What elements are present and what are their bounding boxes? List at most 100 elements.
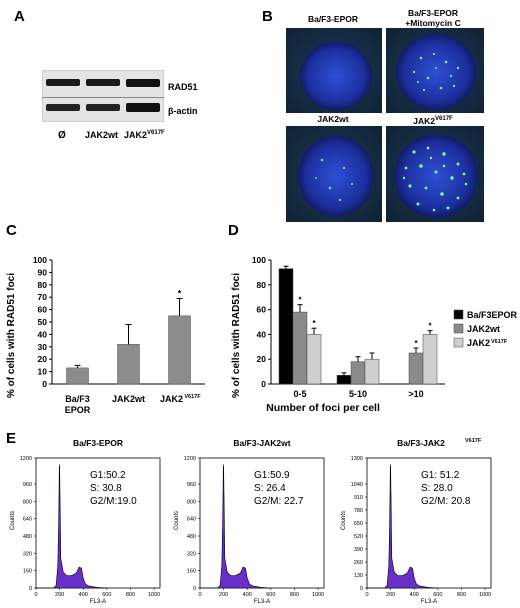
chart-e: Ba/F3-EPOR 0 160 320 480 640 800 960 1200 0 200 400… [10, 438, 492, 605]
chart-c-ytick-label: 50 [38, 317, 48, 327]
micrograph-epor [286, 28, 382, 113]
histogram-xtick-label: 0 [34, 592, 37, 598]
histogram-title-sup: V617F [465, 438, 482, 444]
histogram-title: Ba/F3-EPOR [73, 438, 123, 448]
histogram-xtick-label: 0 [365, 592, 368, 598]
histogram-ylabel: Counts [174, 511, 180, 530]
histogram-xlabel: FL3-A [421, 599, 437, 605]
micrograph-jak2wt [286, 126, 382, 222]
histogram-ytick-label: 130 [354, 573, 363, 579]
chart-d-legend-sup: V617F [491, 339, 508, 345]
chart-d-legend-swatch [453, 309, 464, 320]
lane-label-jak2v617f-sup: V617F [147, 130, 165, 136]
chart-d-bar [292, 311, 308, 385]
micrograph-title-2-line1: Ba/F3-EPOR [407, 8, 459, 18]
chart-d-xtick-label: 5-10 [349, 389, 367, 399]
lane-label-empty: Ø [58, 130, 66, 141]
micrograph-epor-mitomycin [386, 28, 484, 113]
lane-label-jak2v617f-text: JAK2 [124, 130, 148, 140]
histogram-ytick-label: 320 [23, 551, 32, 557]
histogram-ytick-label: 520 [354, 534, 363, 540]
histogram-ytick-label: 260 [354, 560, 363, 566]
histogram-ytick-label: 390 [354, 547, 363, 553]
histogram-xlabel: FL3-A [90, 599, 106, 605]
histogram-xtick-label: 800 [290, 592, 299, 598]
histogram-ytick-label: 480 [23, 534, 32, 540]
micrograph-title-2: Ba/F3-EPOR +Mitomycin C [385, 8, 481, 28]
histogram-ylabel: Counts [341, 511, 347, 530]
chart-d-significance: * [312, 319, 316, 328]
histogram-ylabel: Counts [10, 511, 16, 530]
chart-d-ylabel: % of cells with RAD51 foci [231, 273, 242, 398]
histogram-ytick-label: 160 [187, 569, 196, 575]
western-blot [41, 69, 165, 123]
micrograph-jak2v617f [386, 126, 484, 222]
histogram-ytick-label: 780 [354, 508, 363, 514]
chart-d-ytick-label: 100 [252, 255, 266, 265]
histogram-xtick-label: 400 [79, 592, 88, 598]
chart-c-xtick-sup: V617F [184, 394, 201, 400]
chart-d-ytick-label: 0 [261, 379, 266, 389]
micrograph-title-3: JAK2wt [288, 114, 378, 124]
histogram-ytick-label: 640 [187, 517, 196, 523]
chart-c-ytick-label: 60 [38, 305, 48, 315]
histogram-xtick-label: 400 [410, 592, 419, 598]
histogram-ytick-label: 910 [354, 495, 363, 501]
chart-c-ytick-label: 0 [42, 379, 47, 389]
histogram-ytick-label: 650 [354, 521, 363, 527]
histogram-ytick-label: 960 [23, 482, 32, 488]
chart-d-ytick-label: 60 [257, 305, 267, 315]
chart-d-significance: * [414, 339, 418, 348]
chart-d-legend-label: JAK2 [467, 338, 490, 348]
chart-d-ytick-label: 80 [257, 280, 267, 290]
chart-d-bar [422, 334, 438, 385]
chart-c-xtick-label: JAK2wt [112, 394, 145, 404]
histogram-area [367, 464, 438, 589]
histogram-ytick-label: 800 [23, 499, 32, 505]
chart-d-xlabel: Number of foci per cell [266, 402, 380, 414]
chart-c-significance: * [178, 288, 182, 298]
chart-c-ytick-label: 20 [38, 354, 48, 364]
panel-label-e: E [6, 430, 17, 447]
chart-d-bar [278, 268, 294, 385]
lane-label-jak2v617f: JAK2V617F [124, 130, 165, 140]
histogram-area [36, 464, 107, 589]
histogram-xtick-label: 1000 [148, 592, 160, 598]
chart-c-ytick-label: 70 [38, 292, 48, 302]
chart-d-xtick-label: >10 [408, 389, 423, 399]
histogram-ytick-label: 640 [23, 517, 32, 523]
histogram-xlabel: FL3-A [254, 599, 270, 605]
histogram-xtick-label: 200 [219, 592, 228, 598]
histogram-ytick-label: 960 [187, 482, 196, 488]
chart-c-ytick-label: 30 [38, 342, 48, 352]
histogram-xtick-label: 800 [457, 592, 466, 598]
histogram-ytick-label: 0 [360, 586, 363, 592]
histogram-xtick-label: 0 [198, 592, 201, 598]
micrograph-title-1-text: Ba/F3-EPOR [307, 14, 359, 24]
panel-label-b: B [262, 8, 273, 25]
histogram-stat-s: S: 26.4 [254, 483, 286, 494]
histogram-ytick-label: 800 [187, 499, 196, 505]
histogram-stat-s: S: 30.8 [90, 483, 122, 494]
chart-c-ytick-label: 90 [38, 267, 48, 277]
chart-c-bar [168, 315, 191, 385]
histogram-ytick-label: 1200 [20, 456, 32, 462]
histogram-title: Ba/F3-JAK2wt [233, 438, 290, 448]
chart-d-legend-swatch [453, 337, 464, 348]
chart-d: % of cells with RAD51 foci Number of foc… [231, 255, 518, 414]
chart-d-bar [350, 361, 366, 385]
chart-c-bar [117, 344, 140, 385]
chart-c-ylabel: % of cells with RAD51 foci [6, 273, 17, 398]
micrograph-title-2-line2: +Mitomycin C [405, 18, 461, 28]
chart-c-xtick-label: EPOR [65, 405, 91, 415]
chart-c-ytick-label: 80 [38, 280, 48, 290]
histogram-ytick-label: 1300 [351, 456, 363, 462]
chart-d-ytick-label: 40 [257, 329, 267, 339]
histogram-xtick-label: 600 [266, 592, 275, 598]
histogram-title: Ba/F3-JAK2 [397, 438, 445, 448]
histogram-xtick-label: 600 [102, 592, 111, 598]
histogram-stat-g2m: G2/M:19.0 [90, 496, 137, 507]
band-label-rad51: RAD51 [168, 82, 198, 92]
histogram-ytick-label: 320 [187, 551, 196, 557]
chart-d-significance: * [428, 322, 432, 331]
